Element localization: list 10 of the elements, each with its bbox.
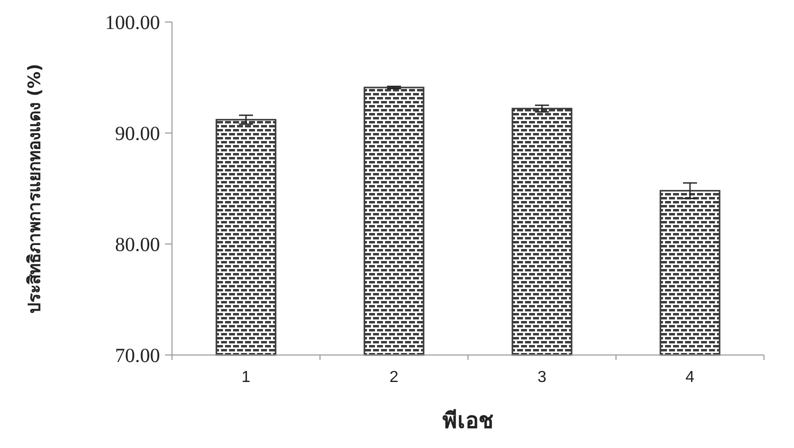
- x-tick-label: 4: [686, 369, 695, 386]
- y-tick-label: 90.00: [115, 123, 160, 145]
- y-tick-label: 100.00: [105, 12, 160, 34]
- x-tick-label: 2: [390, 369, 399, 386]
- y-tick-label: 70.00: [115, 345, 160, 367]
- x-axis-title: พีเอช: [442, 409, 494, 434]
- y-axis-title: ประสิทธิภาพการแยกทองแดง (%): [25, 64, 45, 314]
- x-tick-label: 1: [242, 369, 251, 386]
- x-tick-label: 3: [538, 369, 547, 386]
- y-tick-label: 80.00: [115, 234, 160, 256]
